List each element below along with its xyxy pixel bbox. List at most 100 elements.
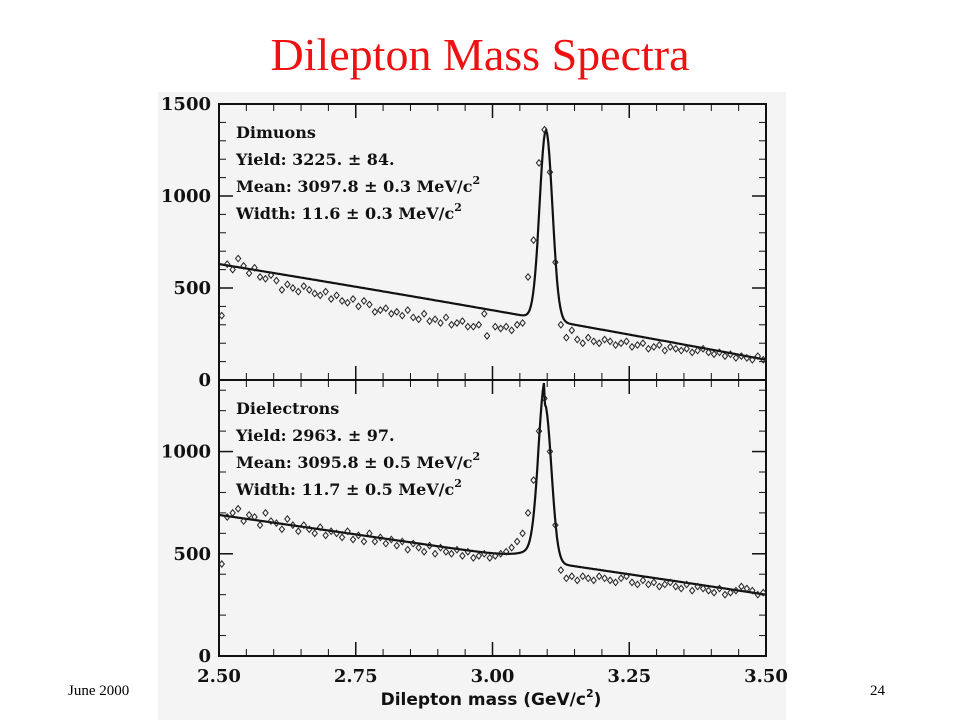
x-tick-label: 2.75 xyxy=(334,666,378,687)
top-y-tick-label: 500 xyxy=(173,278,211,299)
top-data-point xyxy=(639,339,647,348)
top-annotation-line: Mean: 3097.8 ± 0.3 MeV/c2 xyxy=(236,174,480,196)
top-data-point xyxy=(677,346,685,355)
bottom-data-point xyxy=(667,578,674,587)
bottom-data-point xyxy=(393,541,401,550)
bottom-data-point xyxy=(399,537,406,546)
bottom-data-point xyxy=(656,582,663,591)
bottom-data-point xyxy=(623,572,630,581)
top-data-point xyxy=(530,236,537,245)
top-data-point xyxy=(284,280,291,289)
bottom-data-point xyxy=(256,521,264,530)
bottom-data-point xyxy=(590,576,597,585)
top-data-point xyxy=(464,322,472,331)
top-data-point xyxy=(420,309,428,318)
top-data-point xyxy=(322,287,329,296)
bottom-data-point xyxy=(404,545,411,554)
bottom-data-point xyxy=(535,427,543,436)
bottom-data-point xyxy=(683,580,690,589)
top-data-point xyxy=(415,315,422,324)
top-data-point xyxy=(694,346,701,355)
bottom-data-point xyxy=(245,510,253,519)
top-data-point xyxy=(738,352,745,361)
top-data-point xyxy=(366,300,373,309)
bottom-data-point xyxy=(426,541,433,550)
bottom-data-point xyxy=(738,582,745,591)
top-data-point xyxy=(409,313,417,322)
top-fit-curve xyxy=(218,127,767,361)
top-data-point xyxy=(300,282,308,291)
top-data-point xyxy=(595,339,603,348)
top-data-point xyxy=(295,287,302,296)
bottom-data-point xyxy=(760,588,767,597)
bottom-data-point xyxy=(568,572,576,581)
top-data-point xyxy=(344,298,351,307)
top-data-point xyxy=(223,260,231,269)
top-data-point xyxy=(699,344,707,353)
top-data-point xyxy=(382,304,390,313)
bottom-data-point xyxy=(677,584,685,593)
bottom-data-point xyxy=(388,535,395,544)
top-data-point xyxy=(502,322,510,331)
bottom-data-point xyxy=(612,578,619,587)
top-data-point xyxy=(229,265,236,274)
bottom-data-point xyxy=(327,527,335,536)
top-data-point xyxy=(650,342,658,351)
bottom-data-point xyxy=(382,539,390,548)
top-data-point xyxy=(459,317,466,326)
bottom-data-point xyxy=(541,394,548,403)
top-annotation-line: Yield: 3225. ± 84. xyxy=(235,150,395,169)
bottom-data-point xyxy=(431,549,439,558)
bottom-data-point xyxy=(634,580,641,589)
bottom-data-point xyxy=(366,529,373,538)
bottom-data-point xyxy=(240,517,247,526)
bottom-data-point xyxy=(486,553,494,562)
top-data-point xyxy=(437,318,444,327)
bottom-data-point xyxy=(519,529,526,538)
bottom-data-point xyxy=(595,572,603,581)
bottom-data-point xyxy=(552,521,559,530)
bottom-data-point xyxy=(475,551,483,560)
top-data-point xyxy=(399,311,406,320)
top-data-point xyxy=(426,317,433,326)
bottom-data-point xyxy=(699,584,707,593)
bottom-data-point xyxy=(546,447,554,456)
bottom-data-point xyxy=(661,580,669,589)
top-data-point xyxy=(617,339,625,348)
top-panel-title: Dimuons xyxy=(236,123,316,142)
top-data-point xyxy=(557,320,565,329)
top-data-point xyxy=(371,307,379,316)
bottom-data-point xyxy=(645,580,652,589)
bottom-data-point xyxy=(437,543,444,552)
bottom-panel-title: Dielectrons xyxy=(236,399,339,418)
top-y-tick-label: 0 xyxy=(198,370,211,391)
top-data-point xyxy=(349,295,357,304)
top-data-point xyxy=(316,291,324,300)
bottom-data-point xyxy=(355,531,362,540)
top-data-point xyxy=(524,272,532,281)
bottom-data-point xyxy=(453,545,461,554)
top-data-point xyxy=(732,353,740,362)
top-data-point xyxy=(519,318,526,327)
bottom-data-point xyxy=(409,539,417,548)
top-data-point xyxy=(481,309,488,318)
x-tick-label: 2.50 xyxy=(197,666,241,687)
top-data-point xyxy=(267,271,275,280)
top-data-point xyxy=(513,320,521,329)
top-data-point xyxy=(579,339,586,348)
bottom-y-tick-label: 1000 xyxy=(161,442,211,463)
bottom-data-point xyxy=(502,547,510,556)
bottom-data-point xyxy=(754,590,762,599)
bottom-data-point xyxy=(223,512,231,521)
x-tick-label: 3.50 xyxy=(744,666,788,687)
x-axis-label: Dilepton mass (GeV/c2) xyxy=(381,687,602,710)
bottom-data-point xyxy=(606,576,614,585)
bottom-data-point xyxy=(563,574,570,583)
bottom-data-point xyxy=(289,521,297,530)
bottom-data-point xyxy=(628,578,636,587)
top-data-point xyxy=(497,324,504,333)
bottom-data-point xyxy=(448,549,455,558)
bottom-data-point xyxy=(371,537,379,546)
top-data-point xyxy=(749,355,756,364)
